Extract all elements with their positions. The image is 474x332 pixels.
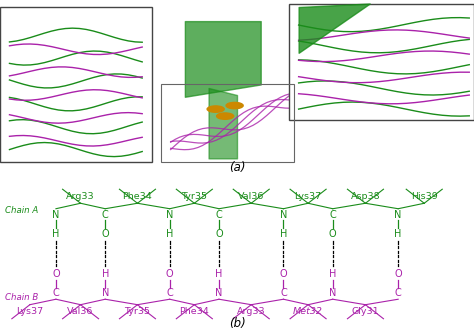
FancyBboxPatch shape [0,7,152,162]
Text: Chain B: Chain B [5,293,38,302]
Text: Val36: Val36 [238,192,264,201]
Text: O: O [394,269,402,279]
Text: Arg33: Arg33 [66,192,95,201]
Text: C: C [280,288,287,298]
Circle shape [226,102,243,109]
Text: C: C [329,210,336,220]
FancyBboxPatch shape [289,4,474,120]
Text: H: H [166,229,173,239]
Text: N: N [215,288,223,298]
Text: (b): (b) [228,317,246,330]
Text: Met32: Met32 [293,307,323,316]
Text: N: N [329,288,337,298]
Circle shape [217,113,234,119]
Text: N: N [166,210,173,220]
Text: C: C [102,210,109,220]
Text: Gly31: Gly31 [352,307,379,316]
Text: His39: His39 [411,192,438,201]
Circle shape [207,106,224,112]
Text: Phe34: Phe34 [123,192,152,201]
Text: Lys37: Lys37 [294,192,322,201]
Text: Val36: Val36 [67,307,94,316]
Text: N: N [394,210,402,220]
Text: C: C [166,288,173,298]
Text: O: O [52,269,60,279]
Text: H: H [52,229,60,239]
Text: H: H [101,269,109,279]
Text: (a): (a) [229,161,245,174]
Text: O: O [215,229,223,239]
Text: Chain A: Chain A [5,206,38,215]
Text: C: C [216,210,222,220]
Text: Tyr35: Tyr35 [182,192,207,201]
Bar [161,84,294,162]
Text: C: C [53,288,59,298]
Text: H: H [394,229,402,239]
Text: N: N [280,210,287,220]
Text: N: N [52,210,60,220]
Text: O: O [280,269,287,279]
Text: Tyr35: Tyr35 [125,307,150,316]
Text: Arg33: Arg33 [237,307,265,316]
Text: H: H [215,269,223,279]
Text: N: N [101,288,109,298]
Text: H: H [280,229,287,239]
Text: H: H [329,269,337,279]
Text: O: O [101,229,109,239]
Text: C: C [395,288,401,298]
Text: O: O [166,269,173,279]
Text: Lys37: Lys37 [16,307,44,316]
Text: Phe34: Phe34 [180,307,209,316]
Text: Asp38: Asp38 [351,192,380,201]
Text: O: O [329,229,337,239]
